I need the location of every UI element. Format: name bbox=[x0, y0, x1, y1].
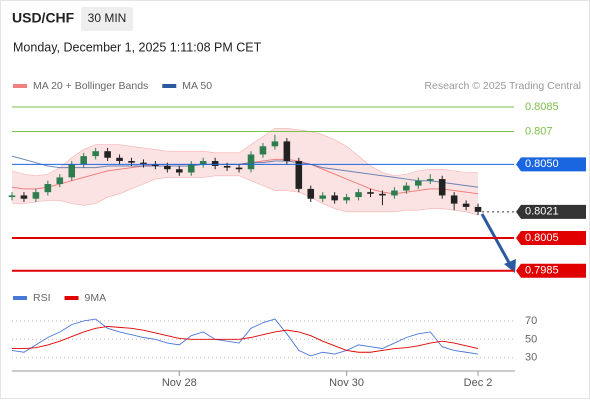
candle-body bbox=[426, 179, 434, 181]
y-tick-label: 70 bbox=[525, 315, 537, 327]
candle-body bbox=[307, 188, 315, 199]
level-label: 0.8021 bbox=[525, 206, 559, 218]
candle-body bbox=[319, 195, 326, 199]
candle-body bbox=[20, 195, 28, 199]
candle-body bbox=[223, 165, 231, 168]
candle-body bbox=[474, 206, 482, 212]
candle-body bbox=[355, 192, 362, 198]
candle-body bbox=[140, 162, 147, 165]
candle-body bbox=[235, 167, 243, 170]
y-tick-label: 50 bbox=[525, 333, 537, 345]
candle-body bbox=[247, 154, 255, 170]
x-tick-label: Nov 30 bbox=[329, 377, 364, 389]
candle-body bbox=[211, 161, 219, 166]
candle-body bbox=[283, 141, 291, 162]
credit: Research © 2025 Trading Central bbox=[424, 80, 581, 92]
symbol: USD/CHF bbox=[12, 10, 75, 26]
level-label: 0.8050 bbox=[525, 158, 559, 170]
x-tick-label: Nov 28 bbox=[162, 377, 197, 389]
candle-body bbox=[32, 192, 40, 199]
candle-body bbox=[259, 146, 267, 155]
candle-body bbox=[343, 197, 350, 201]
candle-body bbox=[92, 151, 99, 157]
plot: MA 20 + Bollinger Bands MA 50 0.8085 0.807 0… bbox=[8, 80, 586, 389]
candle-body bbox=[199, 161, 207, 165]
level-label-box bbox=[516, 231, 586, 246]
candle-body bbox=[187, 164, 195, 173]
ma50-line bbox=[11, 155, 479, 188]
candle-body bbox=[403, 185, 410, 191]
candle-body bbox=[176, 169, 183, 173]
candle-body bbox=[367, 192, 374, 194]
candle-body bbox=[152, 164, 159, 166]
candle-body bbox=[438, 179, 446, 196]
forecast-arrow bbox=[480, 213, 514, 269]
legend-label: RSI bbox=[33, 292, 51, 304]
candle-body bbox=[44, 183, 52, 193]
x-tick-label: Dec 2 bbox=[464, 377, 493, 389]
level-label: 0.7985 bbox=[525, 265, 559, 277]
legend-label: MA 50 bbox=[182, 80, 212, 92]
interval-box[interactable] bbox=[81, 7, 133, 31]
legend-swatch bbox=[64, 296, 79, 300]
level-label: 0.8005 bbox=[525, 232, 559, 244]
candle-body bbox=[116, 157, 123, 162]
legend-swatch bbox=[162, 84, 177, 88]
candle-body bbox=[379, 193, 386, 196]
level-label: 0.807 bbox=[525, 125, 553, 137]
indicator-line bbox=[11, 318, 479, 357]
legend-swatch bbox=[13, 84, 27, 88]
candle-body bbox=[164, 165, 171, 170]
candle-body bbox=[104, 151, 111, 158]
candle-body bbox=[450, 195, 458, 204]
candle-body bbox=[271, 141, 279, 147]
candle-body bbox=[128, 161, 135, 163]
datetime: Monday, December 1, 2025 1:11:08 PM CET bbox=[13, 40, 262, 54]
level-label: 0.8085 bbox=[525, 101, 559, 113]
y-tick-label: 30 bbox=[525, 352, 537, 364]
candle-body bbox=[68, 164, 76, 178]
legend-label: MA 20 + Bollinger Bands bbox=[33, 80, 148, 92]
candle-body bbox=[8, 195, 16, 198]
candle-body bbox=[331, 195, 338, 201]
legend-swatch bbox=[13, 296, 27, 300]
interval[interactable]: 30 MIN bbox=[88, 11, 127, 25]
candle-body bbox=[295, 161, 303, 189]
legend-label: 9MA bbox=[85, 292, 107, 304]
level-label-box bbox=[516, 157, 586, 172]
candle-body bbox=[415, 180, 422, 186]
indicator-line bbox=[12, 325, 479, 353]
bb_upper-line bbox=[11, 127, 479, 177]
level-label-box bbox=[516, 263, 586, 278]
level-label-box bbox=[516, 204, 586, 219]
candle-body bbox=[80, 156, 87, 165]
candle-body bbox=[391, 190, 398, 196]
forecast-arrowhead bbox=[504, 259, 516, 273]
candle-body bbox=[56, 177, 64, 184]
candle-body bbox=[462, 203, 470, 207]
bb_lower-line bbox=[12, 175, 479, 216]
